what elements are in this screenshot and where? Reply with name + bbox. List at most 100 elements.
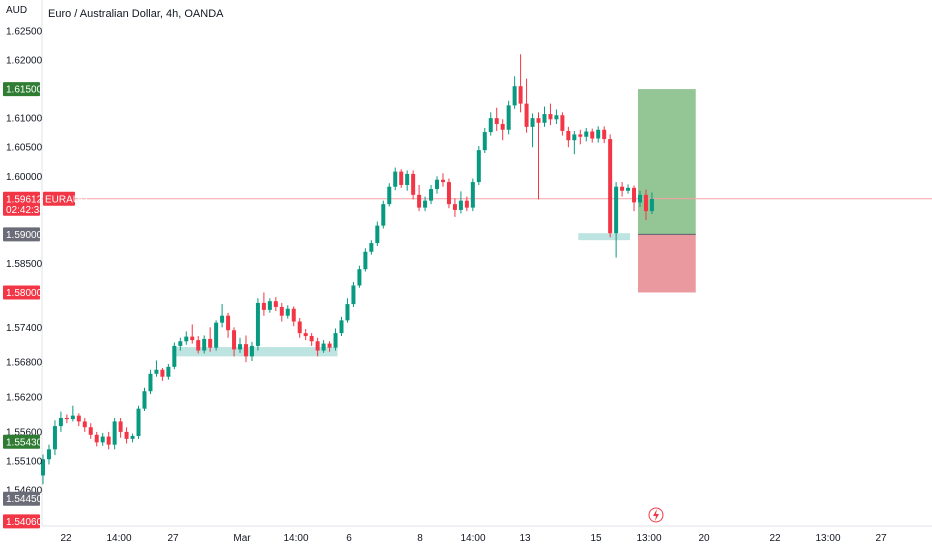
candle-body	[82, 421, 87, 428]
time-tick-label: 6	[346, 533, 352, 544]
candle-body	[518, 86, 523, 104]
candle-body	[154, 369, 159, 374]
candlesticks	[41, 54, 654, 485]
candle-body	[291, 308, 296, 322]
symbol-tag-box	[43, 191, 75, 206]
candle-body	[267, 301, 272, 310]
time-tick-label: 8	[417, 533, 423, 544]
countdown-label: 02:42:34	[6, 205, 45, 216]
candle-body	[464, 200, 469, 208]
candle-body	[249, 345, 254, 357]
price-tick-label: 1.55600	[6, 427, 43, 438]
support-zone[interactable]	[172, 347, 338, 357]
price-label-box	[3, 191, 40, 216]
candle-body	[321, 343, 326, 351]
candle-body	[626, 187, 631, 191]
candle-body	[608, 139, 613, 234]
candle-body	[261, 302, 266, 310]
price-label-text: 1.54450	[6, 494, 43, 505]
candle-body	[112, 421, 117, 445]
price-tick-label: 1.56200	[6, 393, 43, 404]
time-tick-label: 15	[590, 533, 602, 544]
candle-body	[620, 186, 625, 191]
price-label-text: 1.54060	[6, 517, 43, 528]
candle-body	[232, 330, 237, 350]
candle-body	[566, 130, 571, 141]
candle-body	[446, 182, 451, 205]
candle-body	[393, 171, 398, 187]
candle-body	[327, 343, 332, 348]
candle-body	[596, 129, 601, 139]
price-tick-label: 1.56800	[6, 358, 43, 369]
price-tick-label: 1.57400	[6, 323, 43, 334]
price-tick-label: 1.55100	[6, 456, 43, 467]
lightning-bolt	[653, 509, 659, 521]
candle-body	[166, 366, 171, 377]
price-label-box	[3, 491, 40, 506]
position-tool[interactable]	[638, 89, 696, 293]
candle-body	[58, 417, 63, 427]
candle-body	[417, 194, 422, 208]
candle-body	[357, 269, 362, 286]
candle-body	[226, 315, 231, 331]
support-zone[interactable]	[578, 233, 631, 241]
candle-body	[381, 204, 386, 226]
event-marker[interactable]	[648, 507, 664, 523]
support-zones[interactable]	[172, 233, 631, 357]
candle-body	[238, 344, 243, 350]
candle-body	[590, 131, 595, 139]
time-tick-label: 13	[519, 533, 531, 544]
time-axis[interactable]: 22 14:00 27 Mar 14:00 6 8 14:00 13 15 13:00 20 22 13:…	[60, 533, 887, 544]
candle-body	[94, 434, 99, 443]
candle-body	[172, 345, 177, 367]
price-label-box	[3, 82, 40, 97]
price-axis[interactable]: 1.62500 1.62000 1.61000 1.60500 1.60000 1.585…	[6, 27, 43, 497]
candle-body	[136, 408, 141, 436]
price-label-box	[3, 285, 40, 300]
candle-body	[560, 115, 565, 131]
price-label-text: 1.59612	[6, 194, 43, 205]
candle-body	[429, 189, 434, 201]
time-tick-label: 14:00	[283, 533, 308, 544]
candle-body	[512, 86, 517, 106]
candle-body	[148, 373, 153, 392]
candle-body	[488, 118, 493, 133]
candle-body	[602, 129, 607, 140]
candle-body	[303, 333, 308, 337]
candle-body	[178, 341, 183, 346]
candle-body	[41, 459, 45, 476]
candle-body	[632, 187, 637, 203]
target-zone[interactable]	[638, 89, 696, 235]
candle-body	[52, 426, 57, 450]
price-label-text: 1.61500	[6, 85, 43, 96]
candle-body	[118, 421, 123, 432]
time-tick-label: 27	[167, 533, 179, 544]
candle-body	[88, 427, 93, 435]
price-tick-label: 1.62000	[6, 56, 43, 67]
time-tick-label: 14:00	[106, 533, 131, 544]
time-tick-label: 22	[60, 533, 72, 544]
candle-body	[196, 340, 201, 351]
candle-body	[64, 417, 69, 420]
candle-body	[470, 182, 475, 208]
price-tick-label: 1.62500	[6, 27, 43, 38]
price-tick-label: 1.61000	[6, 114, 43, 125]
candle-body	[243, 344, 248, 357]
time-tick-label: 14:00	[460, 533, 485, 544]
candle-body	[452, 204, 457, 210]
chart-title: Euro / Australian Dollar, 4h, OANDA	[48, 8, 224, 20]
candle-body	[70, 415, 75, 420]
time-tick-label: 13:00	[815, 533, 840, 544]
candle-body	[315, 341, 320, 351]
candle-body	[297, 321, 302, 334]
candle-body	[142, 391, 147, 409]
candle-body	[435, 179, 440, 190]
candle-body	[124, 431, 129, 439]
stop-zone[interactable]	[638, 234, 696, 293]
price-tick-label: 1.58500	[6, 259, 43, 270]
price-label-text: 1.55430	[6, 437, 43, 448]
candle-body	[76, 415, 81, 422]
price-tick-label: 1.60500	[6, 143, 43, 154]
